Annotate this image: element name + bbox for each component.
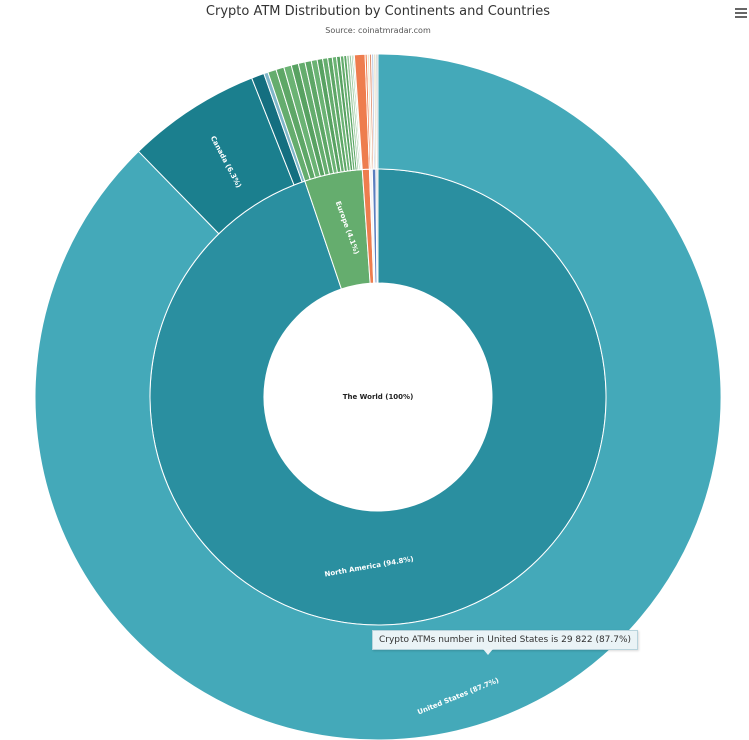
chart-title: Crypto ATM Distribution by Continents an…	[205, 4, 551, 19]
hamburger-menu-icon[interactable]	[735, 8, 747, 18]
outer-slice-united-states[interactable]	[34, 53, 722, 740]
world-center[interactable]	[264, 283, 492, 511]
outer-slice-other[interactable]	[375, 53, 379, 170]
chart-subtitle: Source: coinatmradar.com	[325, 26, 431, 35]
center-label: The World (100%)	[343, 393, 414, 401]
tooltip: Crypto ATMs number in United States is 2…	[372, 630, 639, 655]
